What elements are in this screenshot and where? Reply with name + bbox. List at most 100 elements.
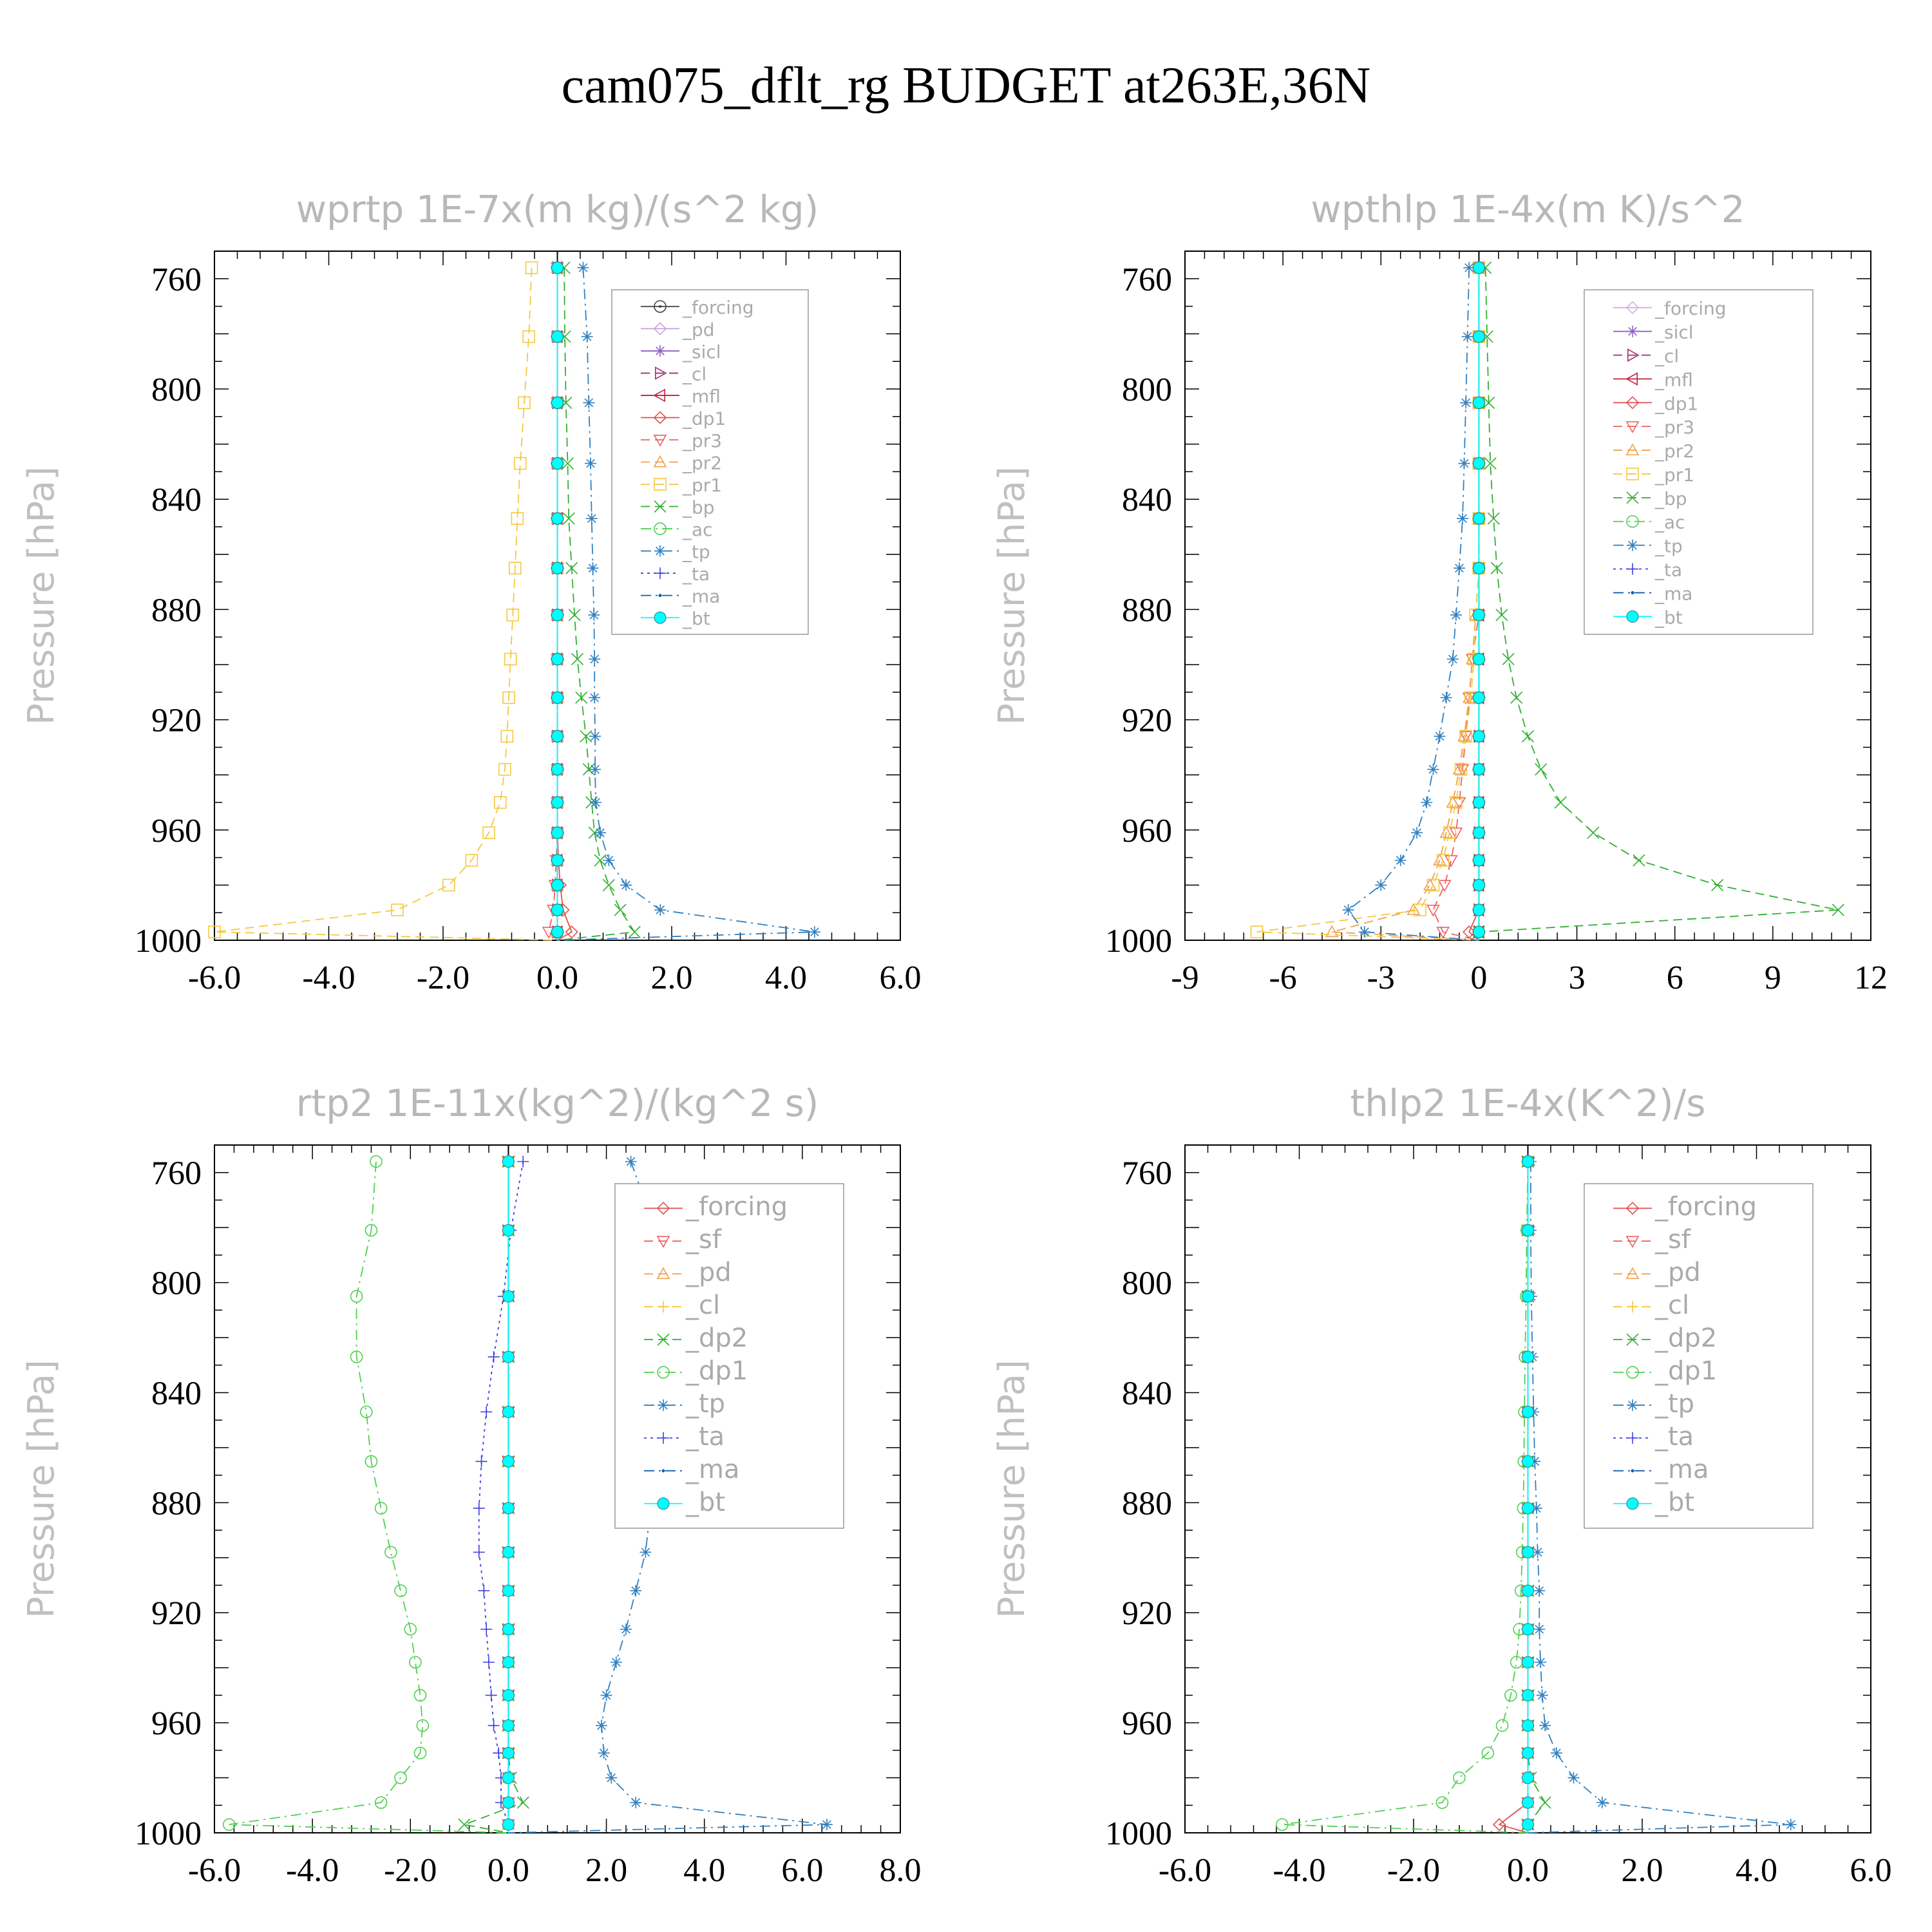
data-point (581, 330, 593, 343)
data-point (525, 261, 538, 274)
data-point (587, 562, 599, 574)
data-point (365, 1455, 378, 1468)
data-point (657, 1333, 670, 1346)
data-point (1626, 468, 1639, 480)
data-point (654, 522, 667, 535)
data-point (595, 1719, 607, 1732)
series-line (557, 267, 636, 941)
data-point (656, 1267, 670, 1280)
data-point (620, 1623, 632, 1635)
data-point (480, 1406, 493, 1418)
data-point (1522, 1155, 1534, 1168)
y-tick-label: 800 (1122, 1265, 1172, 1302)
data-point (374, 1796, 388, 1809)
data-point (551, 763, 564, 776)
data-point (594, 827, 607, 839)
data-point (1550, 1747, 1562, 1759)
legend: _forcing _sicl_cl _mfl _dp1 _pr3_pr2_pr1_bp _… (1584, 289, 1814, 635)
data-point (1472, 730, 1485, 743)
y-tick-label: 800 (1122, 372, 1172, 408)
data-point (1627, 325, 1638, 337)
legend-label: _tp (685, 1389, 725, 1419)
legend-label: _forcing (685, 1192, 788, 1222)
x-tick-label: -6 (1269, 960, 1296, 996)
legend-label: _ac (682, 519, 713, 540)
data-point (657, 1497, 670, 1510)
data-point (661, 1469, 665, 1473)
data-point (504, 652, 517, 666)
data-point (1434, 730, 1446, 743)
x-tick-label: -4.0 (302, 960, 355, 996)
series-tp (557, 261, 820, 941)
legend-label: _pr3 (1654, 417, 1694, 438)
data-point (598, 1747, 610, 1759)
data-point (628, 925, 641, 938)
data-point (1472, 854, 1485, 867)
y-tick-label: 960 (151, 813, 202, 849)
data-point (589, 763, 601, 775)
data-point (1626, 1497, 1639, 1510)
legend-label: _bt (1654, 607, 1683, 628)
data-point (1567, 1772, 1580, 1784)
y-tick-label: 960 (1122, 1705, 1172, 1742)
data-point (502, 1584, 515, 1597)
series-line (1331, 267, 1480, 941)
y-tick-label: 1000 (1105, 1815, 1172, 1852)
data-point (1522, 1689, 1534, 1701)
series-dp1 (223, 1155, 509, 1833)
legend-label: _sicl (1654, 322, 1694, 343)
data-point (1423, 878, 1437, 891)
legend-label: _tp (1654, 1389, 1694, 1419)
y-tick-label: 880 (151, 1485, 202, 1522)
data-point (518, 396, 531, 410)
x-tick-label: 4.0 (765, 960, 807, 996)
y-tick-label: 760 (1122, 1155, 1172, 1192)
data-point (614, 904, 627, 916)
plot-frame (214, 1144, 901, 1833)
data-point (1411, 827, 1423, 839)
x-tick-label: -6.0 (188, 1852, 241, 1889)
legend-label: _pr2 (682, 453, 722, 474)
data-point (1250, 925, 1264, 938)
data-point (498, 762, 511, 776)
series-bt (1472, 261, 1485, 940)
data-point (1472, 826, 1485, 839)
legend-label: _cl (1654, 345, 1679, 366)
data-point (1459, 730, 1472, 743)
data-point (585, 513, 598, 525)
data-point (1522, 1502, 1534, 1515)
data-point (1539, 1719, 1551, 1732)
data-point (1436, 927, 1450, 939)
y-tick-label: 800 (151, 1265, 202, 1302)
panel-title: rtp2 1E-11x(kg^2)/(kg^2 s) (296, 1081, 819, 1125)
data-point (551, 330, 564, 343)
legend: _forcing_pd_sicl_cl_mfl_dp1_pr3_pr2_pr1_… (611, 289, 809, 635)
data-point (1627, 348, 1640, 362)
series-line (478, 1161, 524, 1833)
data-point (1626, 515, 1639, 528)
data-point (1426, 904, 1440, 917)
legend-label: _ma (685, 1455, 739, 1484)
data-point (522, 330, 535, 343)
legend-label: _ma (682, 586, 720, 607)
data-point (1625, 421, 1640, 433)
data-point (502, 1719, 515, 1732)
data-point (1454, 762, 1468, 776)
data-point (1495, 1719, 1509, 1732)
data-point (1463, 261, 1475, 274)
legend-label: _dp2 (685, 1323, 748, 1353)
y-tick-label: 960 (151, 1705, 202, 1742)
data-point (654, 611, 667, 624)
data-point (1785, 1819, 1797, 1831)
data-point (1454, 562, 1465, 574)
chart-panel-1: 760 800 840 880 920 960 1000-6.0 -4.0 -2.0 0.0 2.0… (21, 187, 922, 996)
data-point (394, 1584, 407, 1597)
data-point (1472, 691, 1485, 704)
data-point (1625, 301, 1640, 314)
data-point (1522, 1796, 1534, 1809)
legend-label: _pr1 (682, 475, 722, 496)
data-point (506, 609, 520, 621)
legend-label: _forcing (1654, 298, 1727, 319)
legend-label: _tp (1654, 536, 1683, 557)
data-point (1492, 1818, 1506, 1832)
